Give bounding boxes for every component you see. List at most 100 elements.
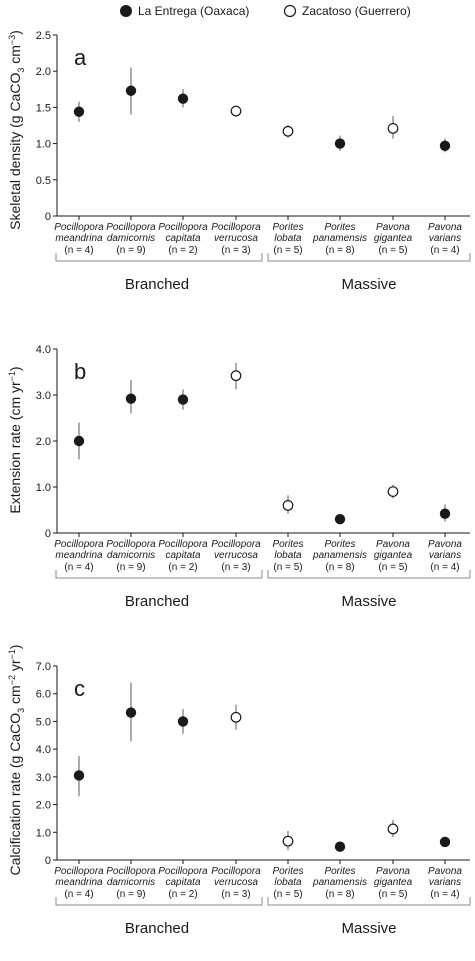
legend-open-marker bbox=[283, 4, 297, 18]
y-label-main: Skeletal density (g CaCO bbox=[7, 73, 23, 230]
y-tick-label: 3.0 bbox=[36, 390, 51, 402]
y-tick-label: 5.0 bbox=[36, 716, 51, 728]
brace-branched bbox=[55, 570, 263, 579]
category-genus: Porites bbox=[272, 222, 303, 233]
category-epithet: lobata bbox=[274, 877, 302, 888]
y-tick-label: 2.5 bbox=[36, 30, 51, 42]
data-point-la-entrega bbox=[334, 841, 346, 852]
category-epithet: varians bbox=[429, 877, 461, 888]
category-genus: Porites bbox=[324, 539, 355, 550]
category-n: (n = 8) bbox=[325, 245, 354, 256]
y-tick-label: 2.0 bbox=[36, 66, 51, 78]
y-tick-label: 2.0 bbox=[36, 436, 51, 448]
panel-letter: b bbox=[74, 359, 86, 384]
y-tick-label: 0 bbox=[45, 211, 51, 223]
panel-letter: a bbox=[74, 45, 87, 70]
category-n: (n = 2) bbox=[168, 562, 197, 573]
data-point-zacatoso bbox=[387, 486, 399, 498]
category-epithet: gigantea bbox=[374, 550, 413, 561]
category-epithet: meandrina bbox=[55, 877, 103, 888]
data-point-zacatoso bbox=[282, 835, 294, 847]
y-label-main: Calcification rate (g CaCO bbox=[7, 713, 23, 876]
category-n: (n = 3) bbox=[221, 889, 250, 900]
category-n: (n = 5) bbox=[378, 245, 407, 256]
y-tick-label: 6.0 bbox=[36, 689, 51, 701]
category-epithet: lobata bbox=[274, 550, 302, 561]
category-epithet: varians bbox=[429, 233, 461, 244]
data-point-zacatoso bbox=[387, 823, 399, 835]
y-label-sup: −1 bbox=[7, 371, 17, 381]
y-tick-label: 1.0 bbox=[36, 139, 51, 151]
y-label-tail: cm bbox=[7, 685, 23, 708]
data-point-la-entrega bbox=[125, 393, 137, 404]
y-tick-label: 4.0 bbox=[36, 744, 51, 756]
data-point-la-entrega bbox=[73, 770, 85, 781]
category-genus: Pavona bbox=[428, 866, 462, 877]
group-label-branched: Branched bbox=[125, 920, 189, 937]
y-label-end: ) bbox=[7, 645, 23, 650]
panel-a: 0 0.5 1.0 1.5 2.0 2.5 a Skeletal density (g CaC… bbox=[7, 30, 471, 293]
category-n: (n = 5) bbox=[378, 889, 407, 900]
category-n: (n = 5) bbox=[273, 562, 302, 573]
y-label-sub: 3 bbox=[16, 68, 26, 73]
category-n: (n = 3) bbox=[221, 562, 250, 573]
y-tick-label: 0 bbox=[45, 528, 51, 540]
category-epithet: capitata bbox=[165, 233, 200, 244]
data-point-zacatoso bbox=[282, 125, 294, 137]
category-genus: Pocillopora bbox=[211, 222, 261, 233]
category-epithet: panamensis bbox=[312, 233, 367, 244]
brace-massive bbox=[267, 253, 471, 262]
data-point-la-entrega bbox=[334, 514, 346, 525]
group-label-branched: Branched bbox=[125, 276, 189, 293]
category-genus: Pocillopora bbox=[106, 539, 156, 550]
y-tick-label: 1.5 bbox=[36, 102, 51, 114]
category-epithet: verrucosa bbox=[214, 877, 258, 888]
brace-branched bbox=[55, 897, 263, 906]
category-genus: Pavona bbox=[376, 866, 410, 877]
y-label-sup: −3 bbox=[7, 35, 17, 45]
category-n: (n = 9) bbox=[116, 245, 145, 256]
category-genus: Porites bbox=[272, 539, 303, 550]
category-genus: Pocillopora bbox=[211, 866, 261, 877]
category-epithet: meandrina bbox=[55, 550, 103, 561]
panel-letter: c bbox=[74, 676, 85, 701]
category-epithet: lobata bbox=[274, 233, 302, 244]
category-n: (n = 9) bbox=[116, 889, 145, 900]
category-genus: Pavona bbox=[428, 539, 462, 550]
y-tick-label: 0.5 bbox=[36, 175, 51, 187]
category-n: (n = 2) bbox=[168, 889, 197, 900]
category-n: (n = 4) bbox=[64, 889, 93, 900]
category-genus: Pavona bbox=[428, 222, 462, 233]
category-genus: Pocillopora bbox=[54, 222, 104, 233]
group-label-massive: Massive bbox=[341, 276, 396, 293]
category-n: (n = 4) bbox=[64, 245, 93, 256]
category-epithet: meandrina bbox=[55, 233, 103, 244]
category-genus: Pavona bbox=[376, 222, 410, 233]
category-epithet: verrucosa bbox=[214, 233, 258, 244]
category-n: (n = 9) bbox=[116, 562, 145, 573]
category-genus: Pavona bbox=[376, 539, 410, 550]
category-genus: Porites bbox=[324, 222, 355, 233]
category-epithet: capitata bbox=[165, 877, 200, 888]
y-tick-label: 1.0 bbox=[36, 482, 51, 494]
category-genus: Porites bbox=[324, 866, 355, 877]
data-point-la-entrega bbox=[439, 508, 451, 519]
y-label-sup: −2 bbox=[7, 675, 17, 685]
data-point-la-entrega bbox=[73, 106, 85, 117]
category-n: (n = 4) bbox=[64, 562, 93, 573]
category-genus: Porites bbox=[272, 866, 303, 877]
y-tick-label: 1.0 bbox=[36, 827, 51, 839]
data-point-la-entrega bbox=[125, 707, 137, 718]
y-axis-label: Calcification rate (g CaCO3 cm−2 yr−1) bbox=[7, 645, 26, 876]
group-label-massive: Massive bbox=[341, 593, 396, 610]
panel-b: 0 1.0 2.0 3.0 4.0 b Extension rate (cm yr−1) Po… bbox=[7, 344, 471, 610]
y-label-end: ) bbox=[7, 30, 23, 35]
y-label-sup2: −1 bbox=[7, 649, 17, 659]
y-label-sub: 3 bbox=[16, 708, 26, 713]
data-point-la-entrega bbox=[177, 394, 189, 405]
y-label-tail2: yr bbox=[7, 659, 23, 675]
brace-massive bbox=[267, 897, 471, 906]
category-epithet: gigantea bbox=[374, 877, 413, 888]
